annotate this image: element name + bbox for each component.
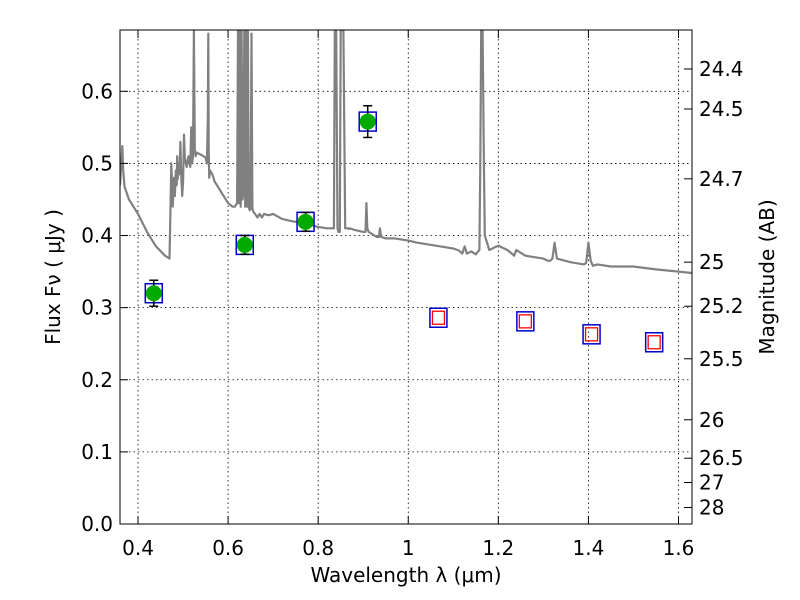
tick-marks: [120, 30, 692, 525]
y-tick-label: 0.4: [81, 224, 113, 248]
x-tick-label: 1.6: [663, 536, 695, 560]
upper-limit-square: [431, 310, 446, 325]
mag-tick-label: 25.5: [699, 347, 744, 371]
y2-axis-label: Magnitude (AB): [755, 199, 779, 354]
model-flux-square: [582, 324, 601, 345]
grid-lines: [120, 30, 692, 525]
observed-flux-point: [297, 213, 314, 230]
mag-tick-label: 26.5: [699, 446, 744, 470]
observed-flux-point: [145, 285, 162, 302]
x-tick-label: 0.6: [212, 536, 244, 560]
x-tick-label: 1.2: [482, 536, 514, 560]
mag-tick-label: 24.7: [699, 167, 744, 191]
mag-tick-label: 25: [699, 250, 724, 274]
y-tick-label: 0.1: [81, 440, 113, 464]
mag-tick-label: 24.5: [699, 97, 744, 121]
plot-frame: [119, 29, 693, 525]
plot-area: [120, 30, 692, 353]
model-flux-square: [644, 332, 664, 353]
tick-labels: 0.4 0.6 0.8 1 1.2 1.4 1.6 0.0 0.1 0.2 0.3 0.4 0.5 0.6…: [81, 57, 743, 560]
y-tick-label: 0.3: [81, 296, 113, 320]
x-tick-label: 0.4: [122, 536, 154, 560]
observed-flux-point: [236, 236, 253, 253]
mag-tick-label: 24.4: [699, 57, 744, 81]
model-sed-line: [120, 30, 692, 275]
upper-limit-square: [518, 314, 533, 329]
x-tick-label: 1.4: [573, 536, 605, 560]
mag-tick-label: 26: [699, 408, 724, 432]
mag-tick-label: 28: [699, 495, 724, 519]
mag-tick-label: 27: [699, 471, 724, 495]
y-tick-label: 0.5: [81, 151, 113, 175]
upper-limit-square: [584, 327, 599, 342]
x-tick-label: 0.8: [302, 536, 334, 560]
upper-limit-square: [647, 335, 661, 350]
y-axis-label: Flux Fν ( μJy ): [41, 209, 65, 345]
y-tick-label: 0.0: [81, 512, 113, 536]
y-tick-label: 0.6: [81, 79, 113, 103]
model-flux-square: [429, 307, 448, 328]
model-flux-square: [516, 311, 535, 332]
mag-tick-label: 25.2: [699, 294, 744, 318]
observed-flux-point: [359, 113, 376, 130]
x-tick-label: 1: [402, 536, 415, 560]
y-tick-label: 0.2: [81, 368, 113, 392]
x-axis-label: Wavelength λ (μm): [310, 563, 501, 587]
